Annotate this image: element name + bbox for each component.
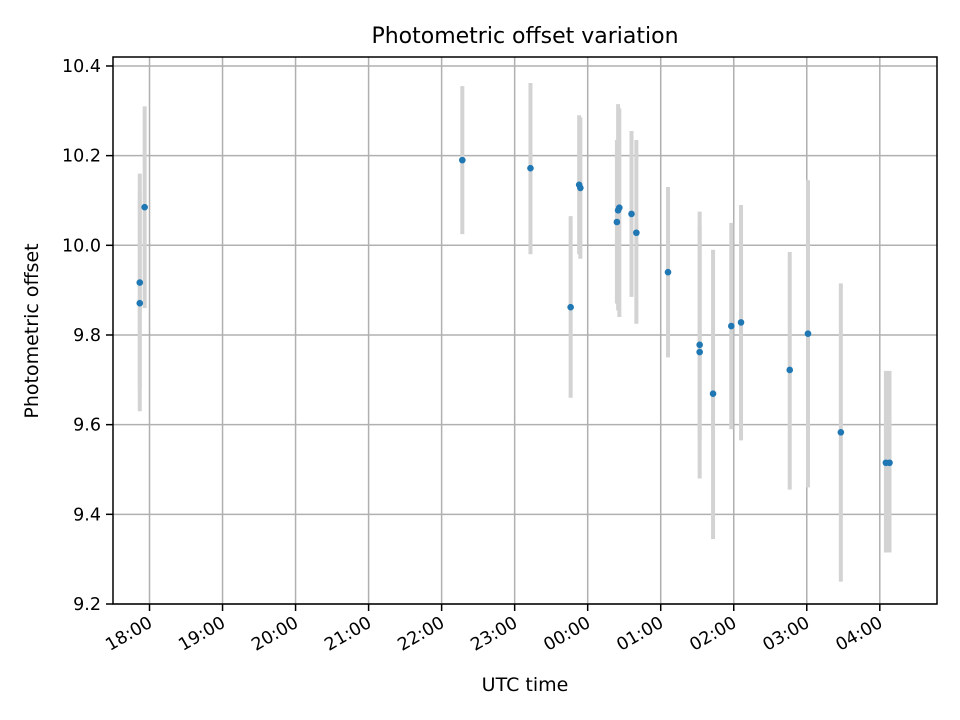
data-point bbox=[136, 299, 144, 307]
y-tick-label: 9.6 bbox=[73, 416, 101, 436]
data-point bbox=[527, 164, 534, 172]
data-points bbox=[136, 156, 893, 467]
data-point bbox=[696, 341, 703, 349]
data-point bbox=[613, 218, 621, 226]
data-point bbox=[664, 268, 672, 276]
data-point bbox=[459, 156, 466, 164]
y-tick-label: 9.2 bbox=[73, 595, 101, 615]
data-point bbox=[633, 229, 640, 237]
data-point bbox=[728, 322, 735, 330]
y-axis-label: Photometric offset bbox=[21, 243, 43, 418]
data-point bbox=[786, 366, 794, 374]
y-tick-label: 10.2 bbox=[62, 147, 101, 167]
y-tick-label: 10.4 bbox=[62, 57, 101, 77]
data-point bbox=[804, 330, 812, 337]
data-point bbox=[886, 459, 893, 467]
data-point bbox=[628, 210, 635, 218]
data-point bbox=[696, 348, 703, 356]
x-axis-label: UTC time bbox=[482, 674, 569, 696]
data-point bbox=[577, 184, 584, 192]
data-point bbox=[616, 204, 623, 211]
y-tick-label: 9.8 bbox=[73, 326, 101, 346]
data-point bbox=[737, 319, 745, 326]
plot-frame bbox=[112, 56, 938, 605]
y-tick-label: 10.0 bbox=[62, 236, 101, 256]
chart-title: Photometric offset variation bbox=[371, 24, 678, 49]
y-tick-label: 9.4 bbox=[73, 505, 101, 525]
data-point bbox=[136, 279, 144, 286]
data-point bbox=[141, 203, 148, 211]
y-axis-ticks: 9.2 9.4 9.6 9.8 10.0 10.2 10.4 bbox=[62, 57, 113, 615]
data-point bbox=[709, 390, 717, 398]
data-point bbox=[837, 428, 845, 436]
data-point bbox=[567, 303, 574, 311]
